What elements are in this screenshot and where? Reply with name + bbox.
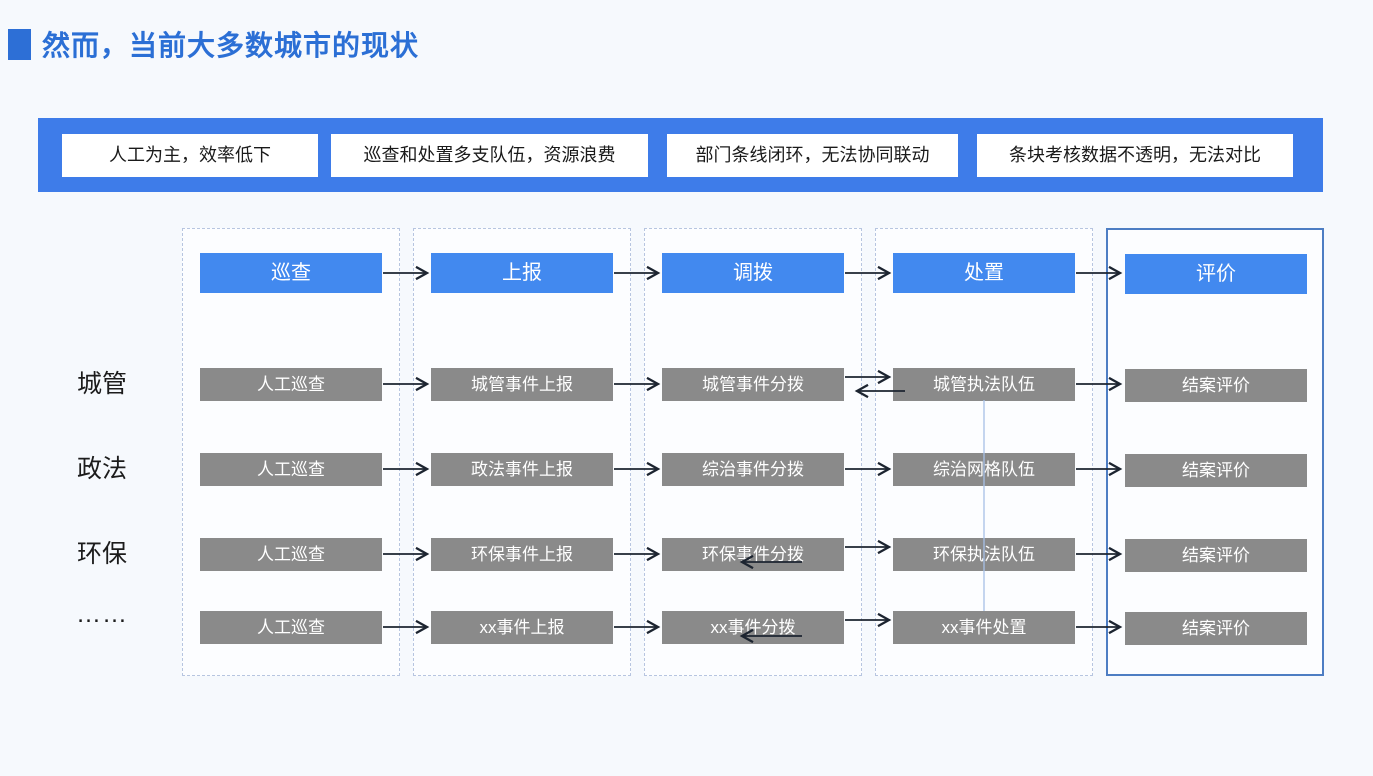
row-label-environment: 环保 <box>76 540 127 568</box>
column-panel-patrol: 巡查 人工巡查 人工巡查 人工巡查 人工巡查 <box>182 228 400 676</box>
problem-card: 条块考核数据不透明，无法对比 <box>977 134 1293 177</box>
problem-card: 部门条线闭环，无法协同联动 <box>667 134 958 177</box>
flow-cell: 环保事件上报 <box>431 538 613 571</box>
flow-cell: 城管执法队伍 <box>893 368 1075 401</box>
row-label-urban-mgmt: 城管 <box>76 370 127 398</box>
row-label-others: …… <box>76 600 128 628</box>
flow-cell: 人工巡查 <box>200 611 382 644</box>
flow-cell: 结案评价 <box>1125 369 1307 402</box>
problem-card: 人工为主，效率低下 <box>62 134 318 177</box>
problems-banner: 人工为主，效率低下 巡查和处置多支队伍，资源浪费 部门条线闭环，无法协同联动 条… <box>38 118 1323 192</box>
flow-cell: 城管事件上报 <box>431 368 613 401</box>
flow-cell: xx事件分拨 <box>662 611 844 644</box>
row-label-politics-law: 政法 <box>76 455 127 483</box>
flow-cell: 人工巡查 <box>200 538 382 571</box>
column-header-handling: 处置 <box>893 253 1075 293</box>
column-header-patrol: 巡查 <box>200 253 382 293</box>
flow-cell: xx事件上报 <box>431 611 613 644</box>
flow-cell: 城管事件分拨 <box>662 368 844 401</box>
flow-cell: 政法事件上报 <box>431 453 613 486</box>
flow-cell: 结案评价 <box>1125 539 1307 572</box>
flow-cell: 综治网格队伍 <box>893 453 1075 486</box>
column-header-report: 上报 <box>431 253 613 293</box>
flow-cell: 人工巡查 <box>200 453 382 486</box>
flow-cell: xx事件处置 <box>893 611 1075 644</box>
flow-cell: 结案评价 <box>1125 454 1307 487</box>
column-panel-evaluation: 评价 结案评价 结案评价 结案评价 结案评价 <box>1106 228 1324 676</box>
column-panel-dispatch: 调拨 城管事件分拨 综治事件分拨 环保事件分拨 xx事件分拨 <box>644 228 862 676</box>
flow-cell: 结案评价 <box>1125 612 1307 645</box>
column-panel-handling: 处置 城管执法队伍 综治网格队伍 环保执法队伍 xx事件处置 <box>875 228 1093 676</box>
page-title: 然而，当前大多数城市的现状 <box>42 30 420 61</box>
flow-cell: 人工巡查 <box>200 368 382 401</box>
flow-cell: 综治事件分拨 <box>662 453 844 486</box>
column-header-evaluation: 评价 <box>1125 254 1307 294</box>
column-header-dispatch: 调拨 <box>662 253 844 293</box>
title-accent-square <box>8 29 31 60</box>
problem-card: 巡查和处置多支队伍，资源浪费 <box>331 134 648 177</box>
column-panel-report: 上报 城管事件上报 政法事件上报 环保事件上报 xx事件上报 <box>413 228 631 676</box>
flow-cell: 环保执法队伍 <box>893 538 1075 571</box>
flow-cell: 环保事件分拨 <box>662 538 844 571</box>
